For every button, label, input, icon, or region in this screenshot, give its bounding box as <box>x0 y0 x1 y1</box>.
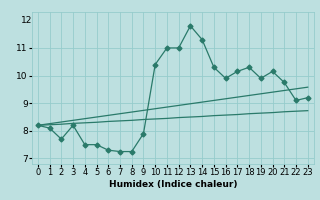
Text: 12: 12 <box>21 16 32 25</box>
X-axis label: Humidex (Indice chaleur): Humidex (Indice chaleur) <box>108 180 237 189</box>
